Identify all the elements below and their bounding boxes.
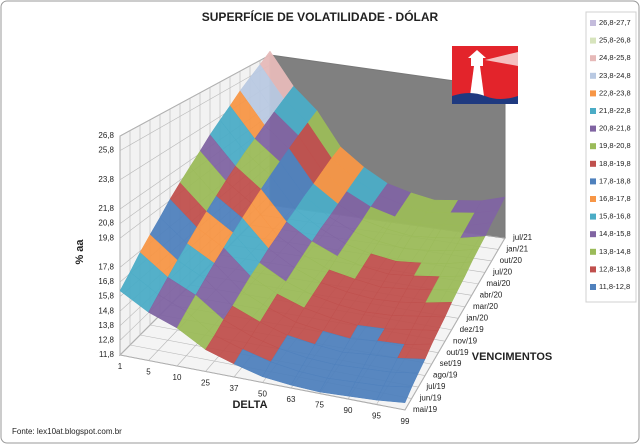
z-tick-label: 26,8 xyxy=(98,131,114,140)
legend-label: 21,8-22,8 xyxy=(599,106,631,115)
x-tick-label: 75 xyxy=(315,401,324,410)
legend-swatch xyxy=(590,108,596,114)
y-axis-label: VENCIMENTOS xyxy=(472,351,552,363)
z-tick-label: 19,8 xyxy=(98,233,114,242)
legend-label: 15,8-16,8 xyxy=(599,212,631,221)
x-tick-label: 1 xyxy=(118,362,123,371)
legend-swatch xyxy=(590,196,596,202)
legend-label: 14,8-15,8 xyxy=(599,229,631,238)
legend-label: 13,8-14,8 xyxy=(599,247,631,256)
x-tick-label: 37 xyxy=(230,384,239,393)
z-tick-label: 20,8 xyxy=(98,219,114,228)
surface-cell xyxy=(376,385,413,403)
legend-swatch xyxy=(590,213,596,220)
legend-label: 26,8-27,7 xyxy=(599,18,631,27)
legend-label: 20,8-21,8 xyxy=(599,124,631,133)
legend-swatch xyxy=(590,266,596,273)
legend-swatch xyxy=(590,160,596,167)
legend-label: 25,8-26,8 xyxy=(599,36,631,45)
surface xyxy=(119,50,506,403)
legend-label: 24,8-25,8 xyxy=(599,53,631,62)
x-tick-label: 99 xyxy=(401,417,410,426)
y-tick-label: out/19 xyxy=(446,348,469,357)
x-tick-label: 25 xyxy=(201,379,210,388)
legend-label: 19,8-20,8 xyxy=(599,141,631,150)
legend-swatch xyxy=(590,125,596,132)
legend-items: 26,8-27,7 25,8-26,8 24,8-25,8 23,8-24,8 22,8… xyxy=(590,18,631,291)
y-tick-label: jul/20 xyxy=(492,268,513,277)
legend-swatch xyxy=(590,55,596,62)
legend-swatch xyxy=(590,20,596,26)
legend-swatch xyxy=(590,37,596,44)
legend-swatch xyxy=(590,284,596,290)
y-tick-label: ago/19 xyxy=(433,371,458,380)
z-tick-label: 16,8 xyxy=(98,277,114,286)
y-tick-label: jul/21 xyxy=(512,233,533,242)
logo xyxy=(452,46,518,104)
y-tick-label: jan/21 xyxy=(505,245,528,254)
z-tick-label: 12,8 xyxy=(98,336,114,345)
z-axis-label: % aa xyxy=(74,239,86,265)
x-tick-label: 50 xyxy=(258,390,267,399)
y-tick-label: mai/19 xyxy=(413,405,438,414)
z-tick-label: 11,8 xyxy=(99,350,115,359)
y-tick-label: mar/20 xyxy=(473,302,498,311)
y-tick-label: dez/19 xyxy=(460,325,485,334)
y-tick-label: set/19 xyxy=(440,359,462,368)
z-tick-label: 21,8 xyxy=(98,204,114,213)
z-tick-label: 23,8 xyxy=(98,175,114,184)
z-tick-label: 17,8 xyxy=(98,263,114,272)
z-tick-label: 13,8 xyxy=(98,321,114,330)
grid-line xyxy=(404,237,506,411)
z-tick-label: 25,8 xyxy=(98,146,114,155)
y-tick-label: jul/19 xyxy=(425,382,446,391)
y-tick-label: nov/19 xyxy=(453,336,478,345)
legend-label: 17,8-18,8 xyxy=(599,176,631,185)
legend-label: 12,8-13,8 xyxy=(599,264,631,273)
source: Fonte: lex10at.blogspot.com.br xyxy=(12,427,122,436)
x-axis-label: DELTA xyxy=(232,399,267,411)
legend-label: 23,8-24,8 xyxy=(599,71,631,80)
y-tick-label: mai/20 xyxy=(486,279,511,288)
legend-label: 11,8-12,8 xyxy=(599,282,630,291)
y-tick-label: jan/20 xyxy=(465,313,488,322)
y-tick-label: abr/20 xyxy=(480,290,503,299)
legend-swatch xyxy=(590,248,596,255)
legend-label: 18,8-19,8 xyxy=(599,159,631,168)
y-tick-label: jun/19 xyxy=(419,394,442,403)
z-tick-label: 14,8 xyxy=(98,306,114,315)
legend-swatch xyxy=(590,72,596,79)
legend-swatch xyxy=(590,178,596,185)
legend-swatch xyxy=(590,231,596,238)
x-tick-label: 63 xyxy=(287,395,296,404)
y-tick-label: out/20 xyxy=(500,256,523,265)
grid-line xyxy=(119,64,271,151)
chart-title: SUPERFÍCIE DE VOLATILIDADE - DÓLAR xyxy=(202,9,439,24)
legend-swatch xyxy=(590,143,596,150)
x-tick-label: 95 xyxy=(372,412,381,421)
z-tick-label: 15,8 xyxy=(98,292,114,301)
legend-swatch xyxy=(590,90,596,97)
x-tick-label: 10 xyxy=(173,373,182,382)
legend-label: 16,8-17,8 xyxy=(599,194,631,203)
x-tick-label: 5 xyxy=(146,368,151,377)
legend-label: 22,8-23,8 xyxy=(599,88,631,97)
grid-line xyxy=(119,54,271,137)
x-tick-label: 90 xyxy=(344,406,353,415)
